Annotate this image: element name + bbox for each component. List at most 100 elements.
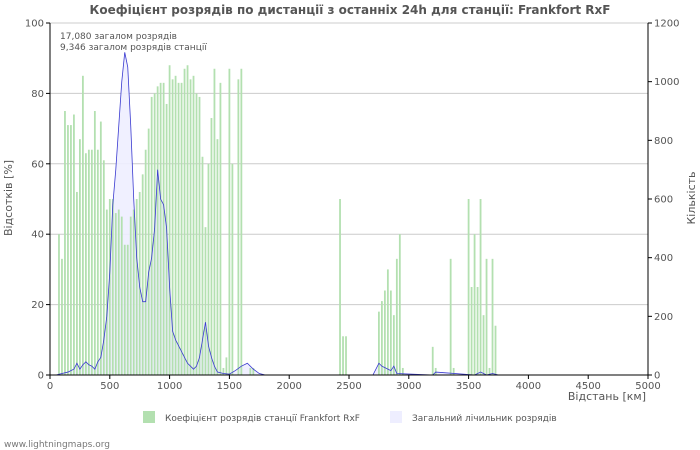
ratio-bar-6	[76, 191, 78, 375]
ratio-bar-35	[162, 82, 165, 375]
ratio-bar-58	[231, 163, 234, 375]
ratio-bar-13	[96, 149, 99, 375]
legend-label-ratio: Коефіцієнт розрядів станції Frankfort Rx…	[165, 414, 360, 424]
ratio-bar-14	[99, 121, 102, 375]
ratio-bar-3	[67, 125, 69, 375]
ratio-bar-1	[61, 258, 63, 375]
y-right-tick-label-4: 800	[654, 136, 673, 147]
ratio-bar-10	[87, 149, 90, 375]
y-left-tick-label-4: 80	[31, 89, 44, 100]
ratio-bar-50	[207, 163, 210, 375]
ratio-bar-67	[380, 301, 383, 375]
ratio-bar-26	[135, 199, 138, 375]
ratio-bar-61	[249, 367, 252, 375]
ratio-bar-47	[198, 96, 201, 376]
footer-credit: www.lightningmaps.org	[4, 440, 110, 450]
ratio-bar-87	[491, 258, 494, 375]
legend-label-count: Загальний лічильник розрядів	[412, 414, 557, 424]
ratio-bar-82	[476, 287, 479, 375]
ratio-bar-41	[180, 82, 183, 375]
ratio-bar-62	[252, 367, 255, 375]
ratio-bar-20	[117, 209, 120, 375]
x-tick-label-5: 2500	[336, 381, 361, 392]
ratio-bar-66	[378, 311, 380, 375]
ratio-bar-45	[192, 75, 195, 376]
ratio-bar-48	[201, 156, 204, 375]
total-strikes-note: 17,080 загалом розрядів	[60, 32, 177, 42]
ratio-bar-12	[93, 111, 96, 375]
ratio-bar-83	[479, 199, 482, 375]
ratio-bar-38	[171, 79, 174, 375]
ratio-bar-65	[345, 336, 347, 375]
ratio-bar-80	[470, 287, 473, 375]
ratio-bar-32	[153, 93, 156, 376]
y-ticks-right: 0 200 400 600 800 1000 1200	[648, 19, 679, 382]
x-tick-label-7: 3500	[456, 381, 481, 392]
ratio-bar-0	[58, 234, 60, 375]
ratio-bar-11	[90, 149, 93, 375]
ratio-bar-9	[84, 153, 87, 375]
ratio-bar-72	[395, 258, 398, 375]
ratio-bar-39	[174, 75, 177, 376]
ratio-bar-2	[64, 111, 66, 375]
ratio-bar-51	[210, 118, 213, 375]
y-left-tick-label-0: 0	[38, 371, 44, 382]
y-left-tick-label-2: 40	[31, 230, 44, 241]
ratio-bar-21	[120, 216, 123, 375]
ratio-bar-37	[168, 65, 171, 376]
ratio-bar-75	[431, 346, 434, 375]
station-strikes-note: 9,346 загалом розрядів станції	[60, 43, 207, 53]
ratio-bar-44	[189, 79, 192, 375]
ratio-bar-49	[204, 227, 207, 375]
x-tick-label-8: 4000	[516, 381, 541, 392]
ratio-bar-23	[126, 244, 129, 375]
ratio-bar-40	[177, 82, 180, 375]
y-axis-label-left: Відсотків [%]	[2, 160, 15, 236]
ratio-bar-22	[123, 244, 126, 375]
ratio-bar-68	[383, 290, 386, 375]
ratio-bar-64	[342, 336, 344, 375]
ratio-bars	[58, 65, 497, 376]
x-tick-label-0: 0	[47, 381, 53, 392]
ratio-bar-7	[79, 139, 81, 375]
legend-swatch-count	[390, 411, 402, 423]
ratio-bar-34	[159, 82, 162, 375]
ratio-bar-36	[165, 103, 168, 376]
ratio-bar-77	[449, 258, 452, 375]
ratio-bar-46	[195, 93, 198, 376]
ratio-bar-57	[228, 68, 231, 375]
y-ticks-left: 0 20 40 60 80 100	[25, 19, 50, 382]
chart-title: Коефіцієнт розрядів по дистанції з остан…	[90, 3, 611, 17]
ratio-bar-33	[156, 86, 159, 376]
ratio-bar-17	[108, 199, 111, 375]
ratio-bar-30	[147, 128, 150, 375]
y-right-tick-label-1: 200	[654, 312, 673, 323]
x-tick-label-10: 5000	[635, 381, 660, 392]
ratio-bar-8	[81, 75, 84, 376]
ratio-bar-16	[105, 209, 108, 375]
x-tick-label-2: 1000	[157, 381, 182, 392]
ratio-bar-31	[150, 96, 153, 376]
ratio-bar-4	[70, 125, 72, 375]
ratio-bar-74	[401, 367, 404, 375]
x-tick-label-9: 4500	[575, 381, 600, 392]
y-left-tick-label-1: 20	[31, 300, 44, 311]
ratio-bar-88	[494, 325, 497, 375]
ratio-bar-54	[219, 82, 222, 375]
ratio-bar-24	[129, 216, 132, 375]
legend-swatch-ratio	[143, 411, 155, 423]
x-tick-label-6: 3000	[396, 381, 421, 392]
ratio-bar-86	[488, 367, 491, 375]
ratio-bar-19	[114, 213, 117, 375]
y-right-tick-label-0: 0	[654, 371, 660, 382]
ratio-bar-73	[398, 234, 401, 375]
ratio-bar-5	[73, 114, 75, 376]
ratio-bar-78	[452, 367, 455, 375]
ratio-bar-15	[102, 160, 105, 375]
y-axis-label-right: Кількість	[685, 171, 698, 224]
ratio-bar-53	[216, 139, 219, 375]
y-right-tick-label-5: 1000	[654, 77, 679, 88]
ratio-bar-79	[467, 199, 470, 375]
